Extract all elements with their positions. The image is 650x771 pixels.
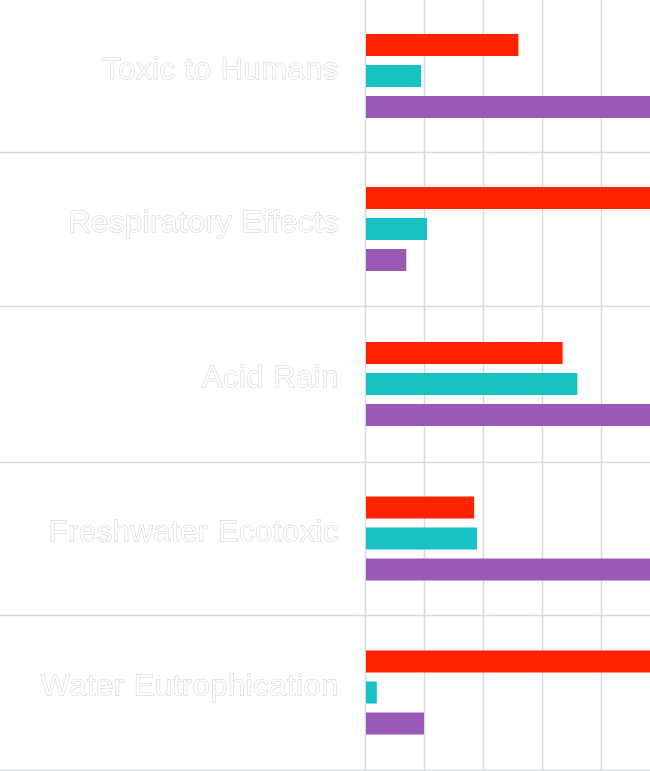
category-label: Acid Rain — [202, 359, 339, 394]
bar-3-2 — [366, 558, 650, 581]
bar-layer — [366, 34, 650, 735]
category-label: Water Eutrophication — [41, 668, 339, 703]
bar-0-1 — [366, 65, 422, 87]
bar-1-2 — [366, 249, 407, 271]
bar-4-1 — [366, 681, 377, 704]
bar-0-0 — [366, 34, 519, 56]
bar-1-1 — [366, 218, 427, 240]
bar-3-0 — [366, 496, 475, 519]
bar-2-0 — [366, 342, 563, 364]
category-label: Freshwater Ecotoxic — [49, 514, 339, 549]
bar-1-0 — [366, 187, 650, 209]
bar-2-2 — [366, 404, 650, 426]
bar-4-0 — [366, 650, 650, 673]
category-label: Respiratory Effects — [68, 204, 339, 239]
bar-3-1 — [366, 527, 478, 550]
category-label-layer: Toxic to Humans Respiratory Effects Acid R… — [40, 51, 339, 703]
bar-4-2 — [366, 712, 424, 735]
category-label: Toxic to Humans — [102, 51, 339, 86]
bar-2-1 — [366, 373, 578, 395]
bar-0-2 — [366, 96, 650, 118]
